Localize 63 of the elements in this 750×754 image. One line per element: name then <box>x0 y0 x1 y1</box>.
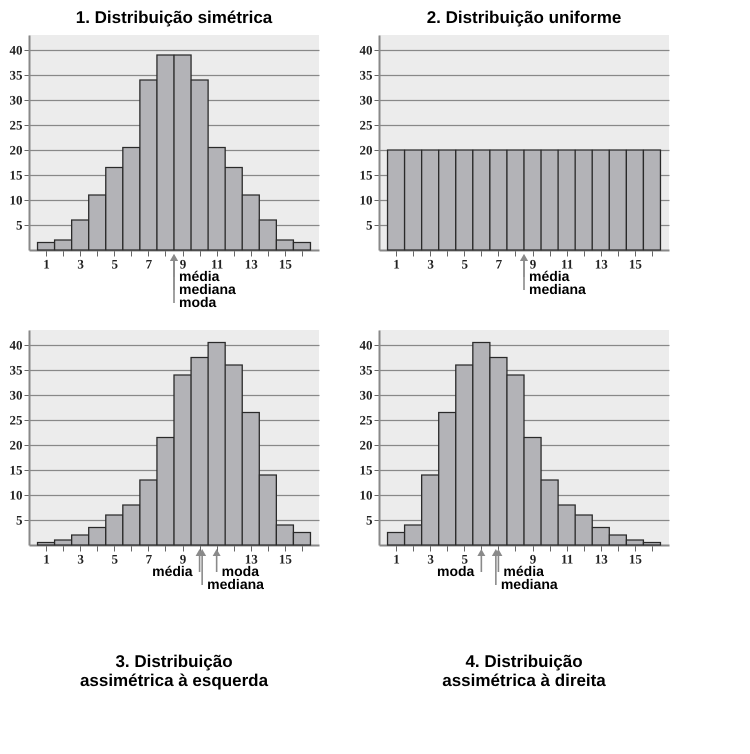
x-tick-label: 11 <box>561 552 574 566</box>
x-tick-label: 3 <box>427 256 434 272</box>
y-tick-label: 5 <box>16 512 23 528</box>
y-tick-label: 25 <box>360 118 373 132</box>
y-tick-label: 40 <box>360 338 372 352</box>
y-tick-label: 15 <box>360 168 373 182</box>
x-tick-label: 1 <box>393 552 400 566</box>
y-tick-label: 5 <box>16 218 23 232</box>
chart-title: 2. Distribuição uniforme <box>426 8 622 27</box>
x-tick-label: 3 <box>427 552 434 566</box>
x-tick-label: 15 <box>278 552 292 566</box>
chart-title: 1. Distribuição simétrica <box>76 8 273 27</box>
y-tick-label: 30 <box>10 92 22 108</box>
y-tick-label: 25 <box>10 412 23 428</box>
y-tick-label: 40 <box>360 42 372 58</box>
annotation: mediana <box>529 281 586 297</box>
x-tick-label: 15 <box>628 256 642 272</box>
y-tick-label: 10 <box>360 192 372 208</box>
x-tick-label: 5 <box>112 256 119 272</box>
y-tick-label: 15 <box>10 168 23 182</box>
y-tick-label: 35 <box>360 362 373 378</box>
x-tick-label: 5 <box>112 552 119 566</box>
y-tick-label: 30 <box>10 388 22 402</box>
y-tick-label: 35 <box>10 68 23 82</box>
x-tick-label: 1 <box>43 256 50 272</box>
y-tick-label: 10 <box>360 488 372 502</box>
y-tick-label: 40 <box>10 338 22 352</box>
y-tick-label: 35 <box>10 362 23 378</box>
x-tick-label: 7 <box>496 256 503 272</box>
x-tick-label: 3 <box>77 256 84 272</box>
text: 3. Distribuição assimétrica à esquerda <box>80 652 269 690</box>
x-tick-label: 7 <box>146 552 153 566</box>
y-tick-label: 5 <box>366 218 373 232</box>
x-tick-label: 15 <box>278 256 292 272</box>
y-tick-label: 30 <box>360 388 372 402</box>
x-tick-label: 15 <box>628 552 642 566</box>
y-tick-label: 25 <box>360 412 373 428</box>
y-tick-label: 25 <box>10 118 23 132</box>
annotation: mediana <box>179 281 236 297</box>
y-tick-label: 30 <box>360 92 372 108</box>
y-tick-label: 20 <box>360 438 372 452</box>
y-tick-label: 35 <box>360 68 373 82</box>
x-tick-label: 13 <box>594 256 608 272</box>
text: 4. Distribuição assimétrica à direita <box>442 652 606 690</box>
x-tick-label: 13 <box>244 256 258 272</box>
x-tick-label: 1 <box>43 552 50 566</box>
x-tick-label: 5 <box>462 256 469 272</box>
y-tick-label: 10 <box>10 192 22 208</box>
y-tick-label: 20 <box>10 438 22 452</box>
y-tick-label: 15 <box>10 462 23 478</box>
x-tick-label: 7 <box>146 256 153 272</box>
y-tick-label: 15 <box>360 462 373 478</box>
y-tick-label: 5 <box>366 512 373 528</box>
y-tick-label: 20 <box>10 142 22 158</box>
x-tick-label: 3 <box>77 552 84 566</box>
text: moda <box>179 294 217 310</box>
annotation: mediana <box>500 576 558 592</box>
y-tick-label: 20 <box>360 142 372 158</box>
x-tick-label: 13 <box>594 552 608 566</box>
annotation: mediana <box>207 576 264 592</box>
x-tick-label: 1 <box>393 256 400 272</box>
y-tick-label: 10 <box>10 488 22 502</box>
y-tick-label: 40 <box>10 42 22 58</box>
